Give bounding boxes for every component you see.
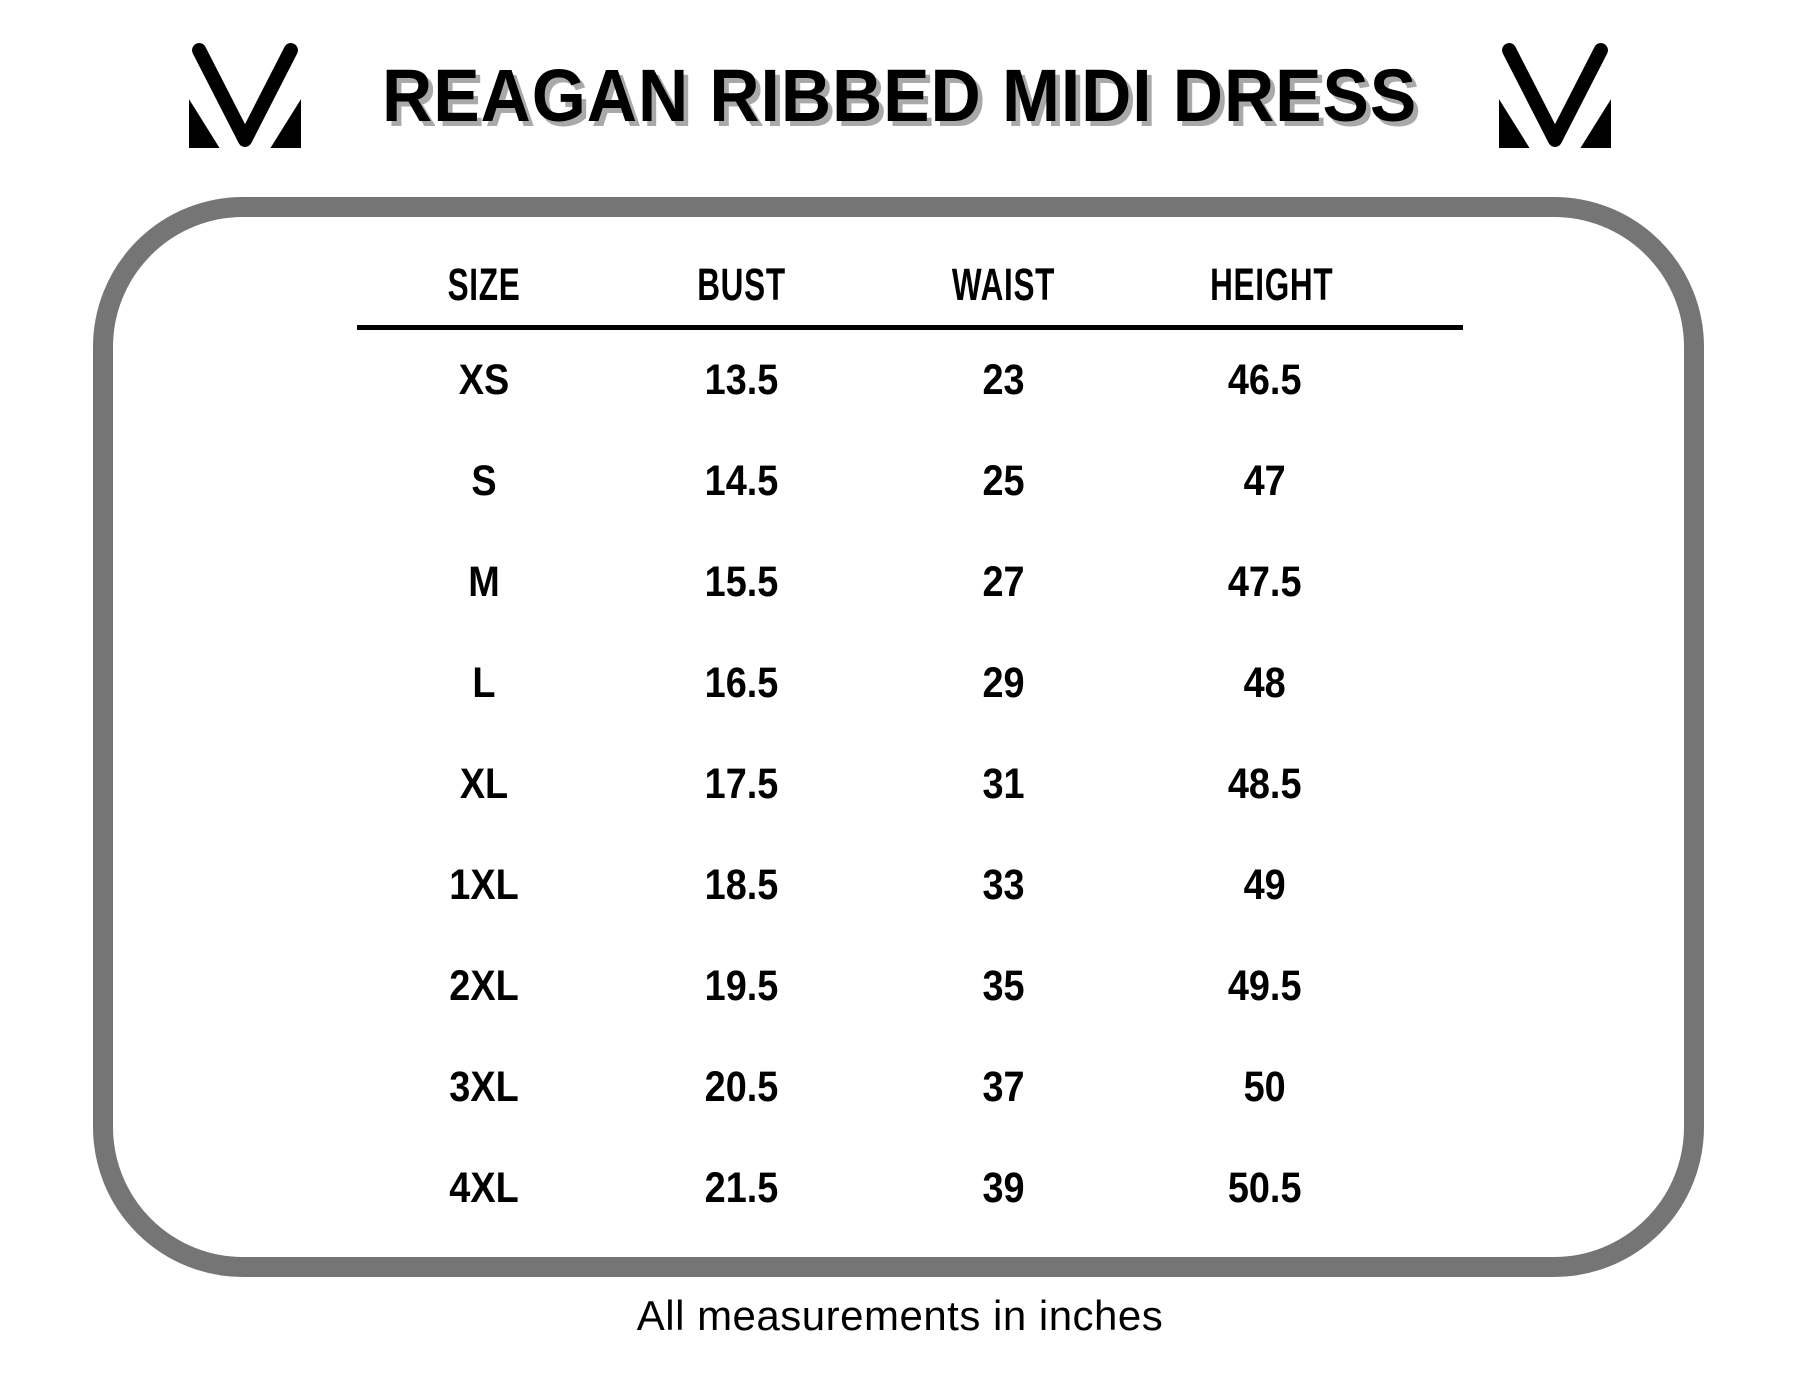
- table-row: M 15.5 27 47.5: [357, 532, 1463, 633]
- table-cell: 18.5: [704, 861, 779, 909]
- table-cell: 13.5: [704, 356, 779, 404]
- table-cell: 2XL: [449, 962, 519, 1010]
- table-cell: 21.5: [704, 1164, 779, 1212]
- table-cell: 50.5: [1227, 1164, 1302, 1212]
- table-cell: 3XL: [449, 1063, 519, 1111]
- table-cell: 17.5: [704, 760, 779, 808]
- table-cell: S: [471, 457, 497, 505]
- size-chart-panel: [93, 197, 1704, 1277]
- table-cell: 16.5: [704, 659, 779, 707]
- table-cell: 47.5: [1227, 558, 1302, 606]
- page-title: REAGAN RIBBED MIDI DRESS: [382, 53, 1418, 137]
- table-cell: 27: [982, 558, 1025, 606]
- table-cell: 29: [982, 659, 1025, 707]
- table-body: XS 13.5 23 46.5 S 14.5 25 47 M 15.5 27 47.5 L 16.5 29 4…: [357, 330, 1463, 1239]
- table-cell: 4XL: [449, 1164, 519, 1212]
- table-cell: 47: [1243, 457, 1286, 505]
- header-divider: [357, 325, 1463, 330]
- table-cell: 14.5: [704, 457, 779, 505]
- table-cell: 37: [982, 1063, 1025, 1111]
- table-cell: 46.5: [1227, 356, 1302, 404]
- table-cell: 19.5: [704, 962, 779, 1010]
- size-table: SIZE BUST WAIST HEIGHT XS 13.5 23 46.5 S 14.5 25 4…: [357, 245, 1463, 1239]
- table-cell: M: [468, 558, 500, 606]
- table-cell: 50: [1243, 1063, 1286, 1111]
- header-cell: HEIGHT: [1210, 259, 1334, 310]
- table-row: 1XL 18.5 33 49: [357, 835, 1463, 936]
- table-row: S 14.5 25 47: [357, 431, 1463, 532]
- header: REAGAN RIBBED MIDI DRESS: [0, 0, 1800, 190]
- table-header-row: SIZE BUST WAIST HEIGHT: [357, 245, 1463, 325]
- table-cell: 1XL: [449, 861, 519, 909]
- brand-logo-right-icon: [1498, 43, 1611, 148]
- table-cell: 48.5: [1227, 760, 1302, 808]
- header-cell: SIZE: [447, 259, 521, 310]
- table-cell: L: [472, 659, 496, 707]
- brand-logo-left-icon: [189, 43, 302, 148]
- table-cell: 48: [1243, 659, 1286, 707]
- table-row: 3XL 20.5 37 50: [357, 1037, 1463, 1138]
- table-row: L 16.5 29 48: [357, 633, 1463, 734]
- table-cell: 49.5: [1227, 962, 1302, 1010]
- measurement-note: All measurements in inches: [636, 1292, 1164, 1339]
- table-cell: 33: [982, 861, 1025, 909]
- table-cell: 23: [982, 356, 1025, 404]
- table-cell: 25: [982, 457, 1025, 505]
- table-cell: 35: [982, 962, 1025, 1010]
- table-cell: XS: [458, 356, 510, 404]
- header-cell: WAIST: [951, 259, 1056, 310]
- table-row: XS 13.5 23 46.5: [357, 330, 1463, 431]
- table-cell: XL: [459, 760, 509, 808]
- header-cell: BUST: [697, 259, 786, 310]
- table-row: XL 17.5 31 48.5: [357, 734, 1463, 835]
- table-cell: 15.5: [704, 558, 779, 606]
- table-cell: 20.5: [704, 1063, 779, 1111]
- table-row: 4XL 21.5 39 50.5: [357, 1138, 1463, 1239]
- table-cell: 49: [1243, 861, 1286, 909]
- table-cell: 39: [982, 1164, 1025, 1212]
- table-row: 2XL 19.5 35 49.5: [357, 936, 1463, 1037]
- table-cell: 31: [982, 760, 1025, 808]
